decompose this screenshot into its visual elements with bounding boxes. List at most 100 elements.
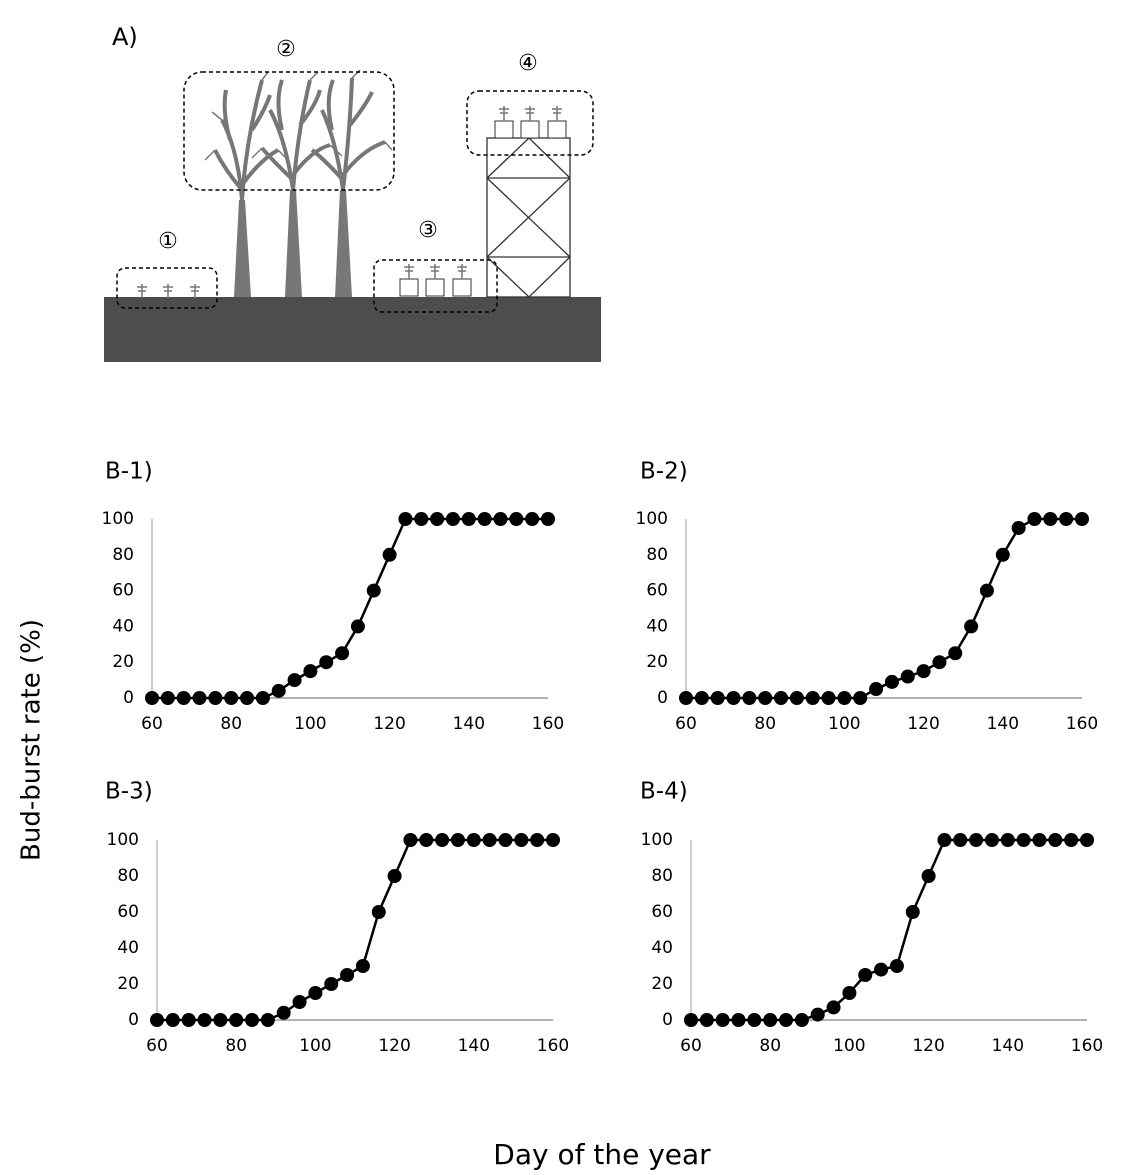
y-tick-label: 0	[662, 1010, 673, 1030]
x-tick-label: 140	[458, 1036, 490, 1056]
data-point	[763, 1013, 778, 1027]
data-point	[308, 986, 323, 1000]
y-tick-label: 80	[646, 545, 668, 565]
data-point	[1032, 833, 1047, 847]
data-point	[466, 833, 481, 847]
data-point	[403, 833, 418, 847]
y-tick-label: 100	[636, 509, 668, 529]
y-tick-label: 40	[117, 938, 139, 958]
data-point	[498, 833, 513, 847]
x-tick-label: 160	[1071, 1036, 1103, 1056]
data-point	[794, 1013, 809, 1027]
dashed-boxes	[116, 71, 594, 313]
x-tick-label: 100	[833, 1036, 865, 1056]
data-point	[731, 1013, 746, 1027]
data-point	[303, 664, 318, 679]
y-tick-label: 20	[651, 974, 673, 994]
x-tick-label: 120	[373, 714, 405, 734]
x-tick-label: 60	[146, 1036, 168, 1056]
data-point	[419, 833, 434, 847]
y-tick-label: 80	[651, 866, 673, 886]
data-point	[461, 512, 476, 526]
x-tick-label: 140	[992, 1036, 1024, 1056]
data-point	[932, 655, 947, 670]
data-point	[874, 962, 889, 977]
chart-title: B-1)	[105, 459, 153, 485]
y-axis-label: Bud-burst rate (%)	[17, 619, 47, 861]
data-point	[953, 833, 968, 847]
x-tick-label: 120	[912, 1036, 944, 1056]
data-point	[324, 977, 339, 991]
data-point	[514, 833, 529, 847]
data-point	[208, 691, 223, 705]
site-marker: ①	[158, 229, 178, 254]
data-point	[260, 1013, 275, 1027]
data-point	[255, 691, 270, 705]
trees	[204, 69, 393, 297]
data-point	[414, 512, 429, 526]
data-point	[984, 833, 999, 847]
data-point	[779, 1013, 794, 1027]
ground	[104, 297, 601, 362]
y-tick-label: 40	[651, 938, 673, 958]
data-point	[382, 547, 397, 562]
data-point	[699, 1013, 714, 1027]
data-point	[430, 512, 445, 526]
tower-seedlings	[494, 106, 567, 139]
site-marker: ③	[418, 218, 438, 243]
y-tick-label: 0	[128, 1010, 139, 1030]
x-tick-label: 140	[987, 714, 1019, 734]
data-point	[1059, 512, 1074, 526]
data-point	[350, 619, 365, 634]
y-tick-label: 60	[112, 581, 134, 601]
data-point	[229, 1013, 244, 1027]
data-point	[679, 691, 693, 705]
potted-seedlings	[399, 264, 472, 297]
data-point	[979, 583, 994, 598]
data-point	[450, 833, 465, 847]
data-point	[240, 691, 255, 705]
data-point	[366, 583, 381, 598]
data-point	[197, 1013, 212, 1027]
x-tick-label: 120	[378, 1036, 410, 1056]
data-point	[224, 691, 239, 705]
data-point	[1075, 512, 1089, 526]
data-point	[387, 869, 402, 883]
panel-label: A)	[112, 23, 138, 51]
data-point	[684, 1013, 698, 1027]
site-marker: ④	[518, 51, 538, 76]
data-point	[435, 833, 450, 847]
chart-title: B-2)	[640, 459, 688, 485]
data-point	[160, 691, 175, 705]
data-point	[276, 1005, 291, 1020]
data-point	[525, 512, 540, 526]
data-point	[826, 1000, 841, 1015]
y-tick-label: 100	[107, 830, 139, 850]
data-point	[837, 691, 852, 705]
x-tick-label: 100	[294, 714, 326, 734]
data-point	[530, 833, 545, 847]
y-tick-label: 0	[657, 688, 668, 708]
data-point	[921, 869, 936, 883]
data-point	[145, 691, 159, 705]
y-tick-label: 80	[117, 866, 139, 886]
data-point	[747, 1013, 762, 1027]
y-tick-label: 20	[117, 974, 139, 994]
data-point	[842, 986, 857, 1000]
x-tick-label: 80	[225, 1036, 247, 1056]
x-tick-label: 160	[532, 714, 564, 734]
data-point	[742, 691, 757, 705]
line-chart: B-1) 0 20 40 60 80 100 60 80 100 120 140 160	[102, 459, 565, 735]
x-tick-label: 80	[754, 714, 776, 734]
chart-title: B-3)	[105, 779, 153, 805]
data-point	[1048, 833, 1063, 847]
data-point	[355, 959, 370, 973]
y-tick-label: 60	[117, 902, 139, 922]
data-point	[884, 674, 899, 689]
data-point	[964, 619, 979, 634]
data-point	[398, 512, 413, 526]
line-chart: B-4) 0 20 40 60 80 100 60 80 100 120 140 160	[640, 779, 1103, 1057]
x-tick-label: 60	[680, 1036, 702, 1056]
data-point	[165, 1013, 180, 1027]
data-line	[157, 838, 553, 1022]
